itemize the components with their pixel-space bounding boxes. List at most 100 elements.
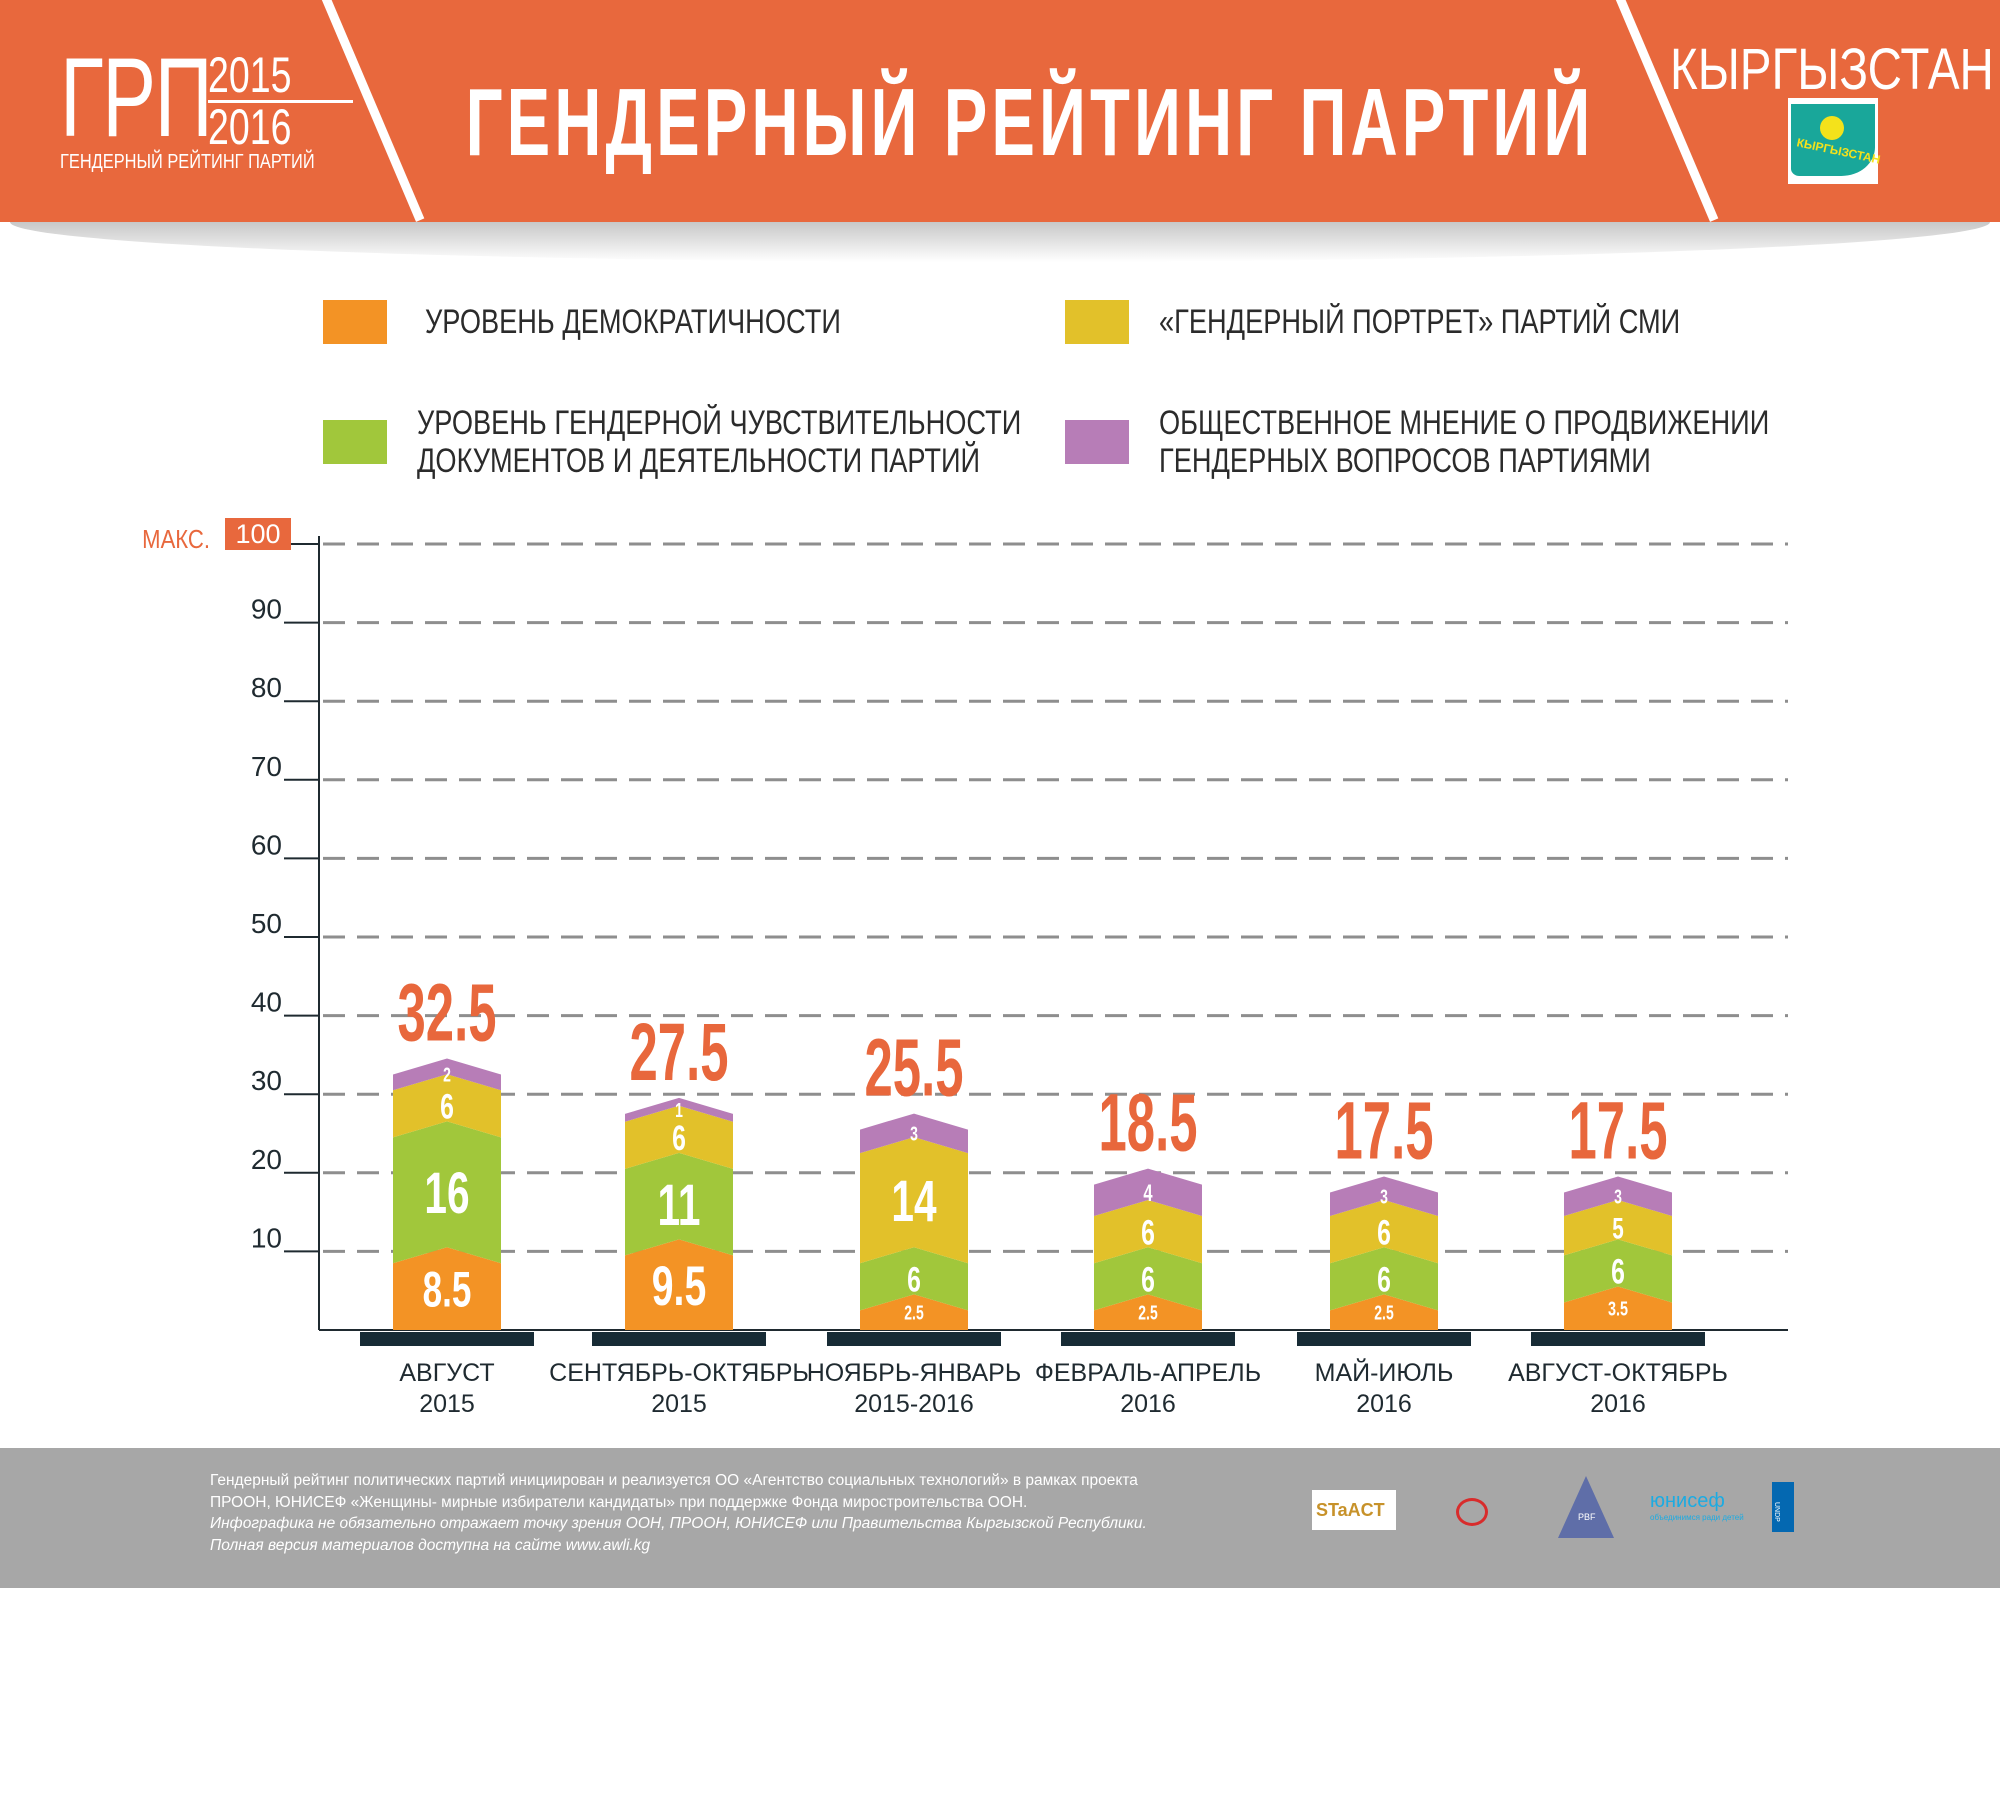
y-tick-label: 90: [251, 594, 282, 625]
segment-value-label: 6: [1141, 1213, 1155, 1252]
bar-segment: [860, 1294, 968, 1330]
y-tick-label: 10: [251, 1222, 282, 1253]
x-category-label-line: НОЯБРЬ-ЯНВАРЬ: [806, 1359, 1022, 1387]
legend-label: УРОВЕНЬ ДЕМОКРАТИЧНОСТИ: [425, 303, 841, 341]
total-value-label: 17.5: [1335, 1085, 1434, 1176]
party-logo: КЫРГЫЗСТАН: [1788, 98, 1882, 184]
y-tick-label: 20: [251, 1144, 282, 1175]
y-tick-label: 60: [251, 829, 282, 860]
segment-value-label: 8.5: [423, 1263, 472, 1319]
x-category-label-line: АВГУСТ-ОКТЯБРЬ: [1508, 1359, 1728, 1387]
segment-value-label: 6: [1377, 1213, 1391, 1252]
header-banner: ГРП 2015 2016 ГЕНДЕРНЫЙ РЕЙТИНГ ПАРТИЙ Г…: [0, 0, 2000, 222]
unicef-logo: юнисеф объединимся ради детей: [1650, 1490, 1744, 1522]
x-category-label-line: 2015-2016: [854, 1390, 974, 1418]
footer-line: Гендерный рейтинг политических партий ин…: [210, 1472, 1138, 1489]
segment-value-label: 6: [1611, 1252, 1625, 1291]
segment-value-label: 2.5: [1138, 1301, 1158, 1324]
max-badge: [225, 518, 291, 550]
legend-item-public-opinion: ОБЩЕСТВЕННОЕ МНЕНИЕ О ПРОДВИЖЕНИИ ГЕНДЕР…: [1065, 404, 1922, 480]
stacked-bar-chart: 102030405060708090100МАКС.8.5166232.59.5…: [142, 518, 1788, 1346]
segment-value-label: 3: [1614, 1185, 1622, 1208]
logo-year-top: 2015: [208, 47, 292, 103]
awli-icon: [1456, 1498, 1488, 1526]
x-category-label-line: 2015: [419, 1390, 475, 1418]
y-tick-label: 70: [251, 751, 282, 782]
bar-base: [592, 1332, 766, 1346]
legend-label-line: ГЕНДЕРНЫХ ВОПРОСОВ ПАРТИЯМИ: [1159, 442, 1651, 480]
country-label: КЫРГЫЗСТАН: [1670, 37, 1994, 102]
divider: [208, 100, 353, 103]
awli-logo: [1412, 1492, 1532, 1532]
segment-value-label: 3: [1380, 1185, 1388, 1208]
bar-segment: [393, 1121, 501, 1264]
segment-value-label: 6: [907, 1260, 921, 1299]
bar-base: [827, 1332, 1001, 1346]
bar-segment: [1564, 1176, 1672, 1217]
bar-segment: [393, 1074, 501, 1138]
bar-segment: [393, 1247, 501, 1330]
legend-label-line: ОБЩЕСТВЕННОЕ МНЕНИЕ О ПРОДВИЖЕНИИ: [1159, 404, 1770, 442]
max-label: МАКС.: [142, 525, 210, 554]
bar-segment: [1564, 1200, 1672, 1256]
bar-segment: [860, 1137, 968, 1264]
x-category-label-line: АВГУСТ: [399, 1359, 495, 1387]
legend-swatch: [323, 420, 387, 464]
bar-segment: [1094, 1200, 1202, 1264]
segment-value-label: 3.5: [1608, 1297, 1628, 1320]
footer-link-note: Полная версия материалов доступна на сай…: [210, 1536, 651, 1554]
segment-value-label: 2: [443, 1063, 451, 1086]
bar-segment: [625, 1105, 733, 1169]
bar-segment: [1094, 1168, 1202, 1217]
bar-base: [1531, 1332, 1705, 1346]
x-category-label: АВГУСТ 2015: [297, 1358, 597, 1420]
logo-text: PBF: [1578, 1512, 1596, 1522]
undp-logo: UNDP: [1772, 1482, 1794, 1532]
x-category-label-line: ФЕВРАЛЬ-АПРЕЛЬ: [1034, 1359, 1262, 1387]
bar-segment: [1094, 1294, 1202, 1330]
bar-segment: [625, 1152, 733, 1256]
x-category-label: НОЯБРЬ-ЯНВАРЬ 2015-2016: [764, 1358, 1064, 1420]
x-category-label: АВГУСТ-ОКТЯБРЬ 2016: [1468, 1358, 1768, 1420]
x-category-label-line: 2016: [1120, 1390, 1176, 1418]
logo-subtitle: ГЕНДЕРНЫЙ РЕЙТИНГ ПАРТИЙ: [60, 151, 315, 173]
logo-text: STaACT: [1316, 1500, 1385, 1520]
max-value-label: 100: [235, 519, 280, 549]
total-value-label: 27.5: [630, 1007, 729, 1098]
sta-act-logo: STaACT: [1312, 1490, 1396, 1530]
segment-value-label: 2.5: [1374, 1301, 1394, 1324]
x-category-label-line: МАЙ-ИЮЛЬ: [1314, 1359, 1454, 1387]
logo-text: юнисеф: [1650, 1490, 1725, 1512]
logo-abbr: ГРП: [60, 35, 213, 160]
y-tick-label: 40: [251, 987, 282, 1018]
x-category-label: ФЕВРАЛЬ-АПРЕЛЬ 2016: [998, 1358, 1298, 1420]
legend-swatch: [1065, 300, 1129, 344]
page-title: ГЕНДЕРНЫЙ РЕЙТИНГ ПАРТИЙ: [465, 69, 1595, 176]
bar-segment: [860, 1113, 968, 1154]
x-category-label-line: 2016: [1356, 1390, 1412, 1418]
bar-segment: [1330, 1247, 1438, 1311]
segment-value-label: 6: [672, 1119, 686, 1158]
segment-value-label: 3: [910, 1122, 918, 1145]
segment-value-label: 16: [424, 1161, 469, 1226]
x-category-label-line: СЕНТЯБРЬ-ОКТЯБРЬ: [549, 1359, 809, 1387]
footer-line: ПРООН, ЮНИСЕФ «Женщины- мирные избирател…: [210, 1493, 1028, 1511]
legend-swatch: [1065, 420, 1129, 464]
bar-segment: [1094, 1247, 1202, 1311]
footer-disclaimer: Инфографика не обязательно отражает точк…: [210, 1515, 1147, 1532]
footer: Гендерный рейтинг политических партий ин…: [0, 1448, 2000, 1588]
legend-item-gender-sensitivity: УРОВЕНЬ ГЕНДЕРНОЙ ЧУВСТВИТЕЛЬНОСТИ ДОКУМ…: [323, 404, 1172, 480]
segment-value-label: 6: [1377, 1260, 1391, 1299]
bar-segment: [393, 1058, 501, 1091]
legend-swatch: [323, 300, 387, 344]
total-value-label: 25.5: [865, 1022, 964, 1113]
legend-item-media: «ГЕНДЕРНЫЙ ПОРТРЕТ» ПАРТИЙ СМИ: [1065, 300, 1811, 344]
legend-label-line: ДОКУМЕНТОВ И ДЕЯТЕЛЬНОСТИ ПАРТИЙ: [417, 442, 981, 480]
segment-value-label: 11: [658, 1173, 701, 1238]
bar-base: [1297, 1332, 1471, 1346]
legend-label: «ГЕНДЕРНЫЙ ПОРТРЕТ» ПАРТИЙ СМИ: [1159, 303, 1681, 341]
bar-base: [1061, 1332, 1235, 1346]
y-tick-label: 50: [251, 908, 282, 939]
bar-segment: [625, 1097, 733, 1122]
segment-value-label: 2.5: [904, 1301, 924, 1324]
